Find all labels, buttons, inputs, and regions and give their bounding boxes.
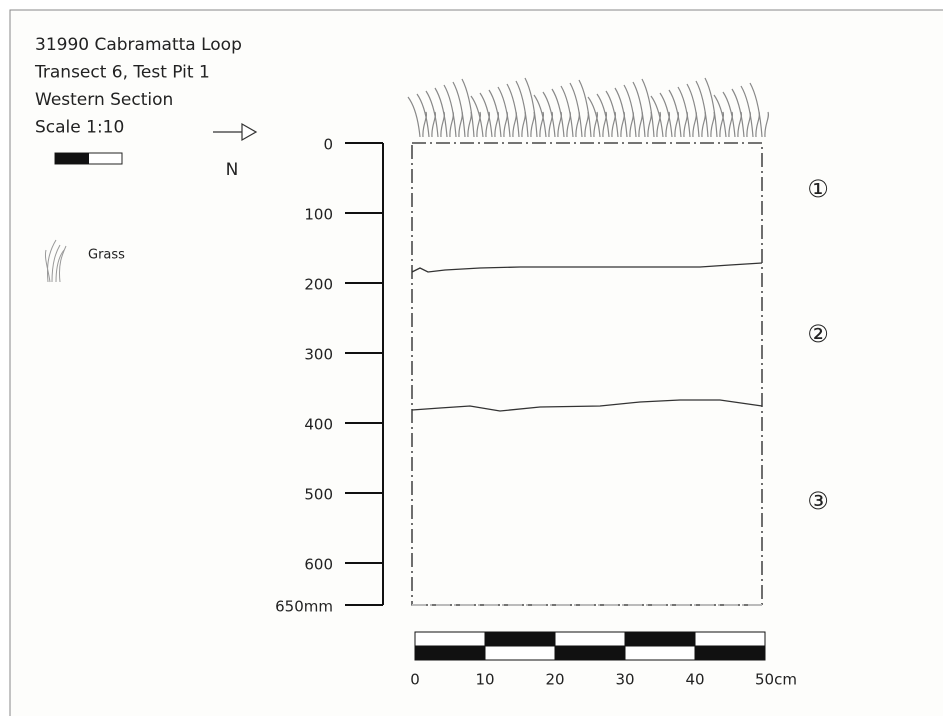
grass-blade bbox=[749, 82, 763, 138]
grass-blade bbox=[713, 94, 727, 138]
grass-blade bbox=[632, 81, 646, 138]
header-line: Transect 6, Test Pit 1 bbox=[34, 63, 210, 83]
grass-blade bbox=[728, 111, 734, 138]
scale-cell bbox=[694, 645, 766, 661]
layer-boundary bbox=[411, 399, 763, 412]
width-tick-label: 40 bbox=[685, 671, 704, 689]
layer-labels: ① ② ③ bbox=[807, 175, 829, 515]
header-line: Western Section bbox=[35, 90, 173, 110]
layer-boundary bbox=[411, 262, 763, 273]
scale-cell bbox=[694, 631, 766, 647]
grass-blade bbox=[686, 83, 700, 138]
scale-cell bbox=[414, 645, 486, 661]
grass-blade bbox=[443, 84, 457, 138]
grass-blade bbox=[506, 83, 520, 138]
grass-blade bbox=[461, 78, 475, 138]
grass-blade bbox=[434, 87, 448, 138]
grass-blade bbox=[407, 96, 421, 138]
depth-tick-label: 500 bbox=[304, 486, 333, 504]
grass-blade bbox=[560, 85, 574, 138]
scale-cell bbox=[484, 645, 556, 661]
grass-blade bbox=[659, 92, 673, 138]
grass-blade bbox=[479, 92, 493, 138]
grass-blade bbox=[641, 78, 655, 138]
scale-bar-fill bbox=[55, 153, 89, 164]
grass-blade bbox=[611, 111, 617, 138]
grass-blade bbox=[539, 111, 545, 138]
grass-blade bbox=[605, 90, 619, 138]
grass-blade bbox=[740, 85, 754, 138]
width-tick-label: 20 bbox=[545, 671, 564, 689]
width-scale: 0 10 20 30 40 50cm bbox=[410, 631, 797, 689]
depth-tick-label: 650mm bbox=[275, 598, 333, 616]
grass-blade bbox=[668, 89, 682, 138]
grass-blade bbox=[470, 95, 484, 138]
frame bbox=[9, 9, 943, 716]
grass-blade bbox=[695, 80, 709, 138]
grass-blade bbox=[656, 111, 662, 138]
depth-ticks: 0 100 200 300 400 500 600 650mm bbox=[275, 136, 383, 616]
width-tick-label: 50cm bbox=[755, 671, 797, 689]
grass-blade bbox=[524, 77, 538, 138]
grass-blade bbox=[551, 88, 565, 138]
header: 31990 Cabramatta Loop Transect 6, Test Pi… bbox=[34, 35, 242, 138]
grass-blade bbox=[431, 111, 437, 138]
header-line: 31990 Cabramatta Loop bbox=[35, 35, 242, 55]
grass-blade bbox=[731, 88, 745, 138]
grass-blade bbox=[665, 111, 671, 138]
grass-blade bbox=[488, 89, 502, 138]
grass-blade bbox=[596, 93, 610, 138]
depth-tick-label: 400 bbox=[304, 416, 333, 434]
grass-blade bbox=[602, 111, 608, 138]
grass-blade bbox=[425, 90, 439, 138]
depth-tick-label: 300 bbox=[304, 346, 333, 364]
depth-tick-label: 0 bbox=[323, 136, 333, 154]
grass-blade bbox=[719, 111, 725, 138]
layer-label: ③ bbox=[807, 487, 829, 515]
grass-blade bbox=[422, 111, 428, 138]
scale-cell bbox=[554, 631, 626, 647]
grass-surface bbox=[407, 77, 770, 138]
grass-blade bbox=[533, 94, 547, 138]
grass-icon bbox=[45, 239, 67, 283]
grass-blade bbox=[677, 86, 691, 138]
grass-blade bbox=[764, 111, 770, 138]
legend-label: Grass bbox=[88, 248, 125, 263]
header-line: Scale 1:10 bbox=[35, 118, 124, 138]
grass-blade bbox=[497, 86, 511, 138]
width-tick-label: 30 bbox=[615, 671, 634, 689]
grass-blade bbox=[476, 111, 482, 138]
grass-blade bbox=[548, 111, 554, 138]
depth-tick-label: 200 bbox=[304, 276, 333, 294]
layer-label: ② bbox=[807, 320, 829, 348]
grass-blade bbox=[704, 77, 718, 138]
scale-cell bbox=[414, 631, 486, 647]
grass-blade bbox=[650, 95, 664, 138]
scale-cell bbox=[624, 631, 696, 647]
grass-blade bbox=[614, 87, 628, 138]
grass-blade bbox=[587, 96, 601, 138]
grass-blade bbox=[578, 79, 592, 138]
grass-blade bbox=[452, 81, 466, 138]
grass-blade bbox=[485, 111, 491, 138]
layer-label: ① bbox=[807, 175, 829, 203]
width-tick-label: 10 bbox=[475, 671, 494, 689]
grass-blade bbox=[515, 80, 529, 138]
grass-blade bbox=[569, 82, 583, 138]
grass-blade bbox=[542, 91, 556, 138]
width-tick-label: 0 bbox=[410, 671, 420, 689]
grass-blade bbox=[416, 93, 430, 138]
grass-blade bbox=[722, 91, 736, 138]
scale-cell bbox=[554, 645, 626, 661]
depth-tick-label: 600 bbox=[304, 556, 333, 574]
depth-tick-label: 100 bbox=[304, 206, 333, 224]
grass-blade bbox=[593, 111, 599, 138]
grass-blade bbox=[623, 84, 637, 138]
north-arrow bbox=[213, 122, 258, 142]
scale-cell bbox=[484, 631, 556, 647]
north-label: N bbox=[226, 160, 239, 180]
scale-cell bbox=[624, 645, 696, 661]
